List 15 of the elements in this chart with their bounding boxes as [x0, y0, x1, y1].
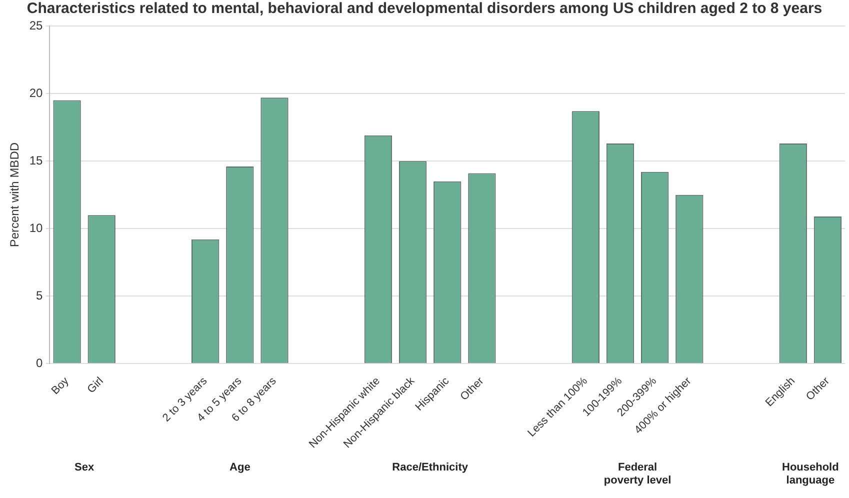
text: Federal poverty level	[604, 462, 672, 487]
y-tick-label: 5	[36, 288, 44, 302]
text: Sex	[74, 462, 95, 474]
chart-title: Characteristics related to mental, behavioral and developmental disorders among US children aged 2 to 8 years	[26, 0, 822, 18]
x-tick-label: Boy	[49, 374, 72, 398]
text: Household language	[782, 462, 839, 487]
y-tick-label: 25	[29, 18, 44, 32]
text: Race/Ethnicity	[392, 462, 469, 474]
y-tick-label: 20	[29, 86, 44, 100]
text: Age	[230, 462, 250, 474]
y-tick-label: 0	[36, 356, 44, 370]
y-tick-label: 10	[29, 220, 44, 235]
y-tick-label: 15	[29, 153, 44, 168]
x-tick-label: Girl	[85, 375, 106, 396]
y-axis-title: Percent with MBDD	[8, 142, 22, 248]
